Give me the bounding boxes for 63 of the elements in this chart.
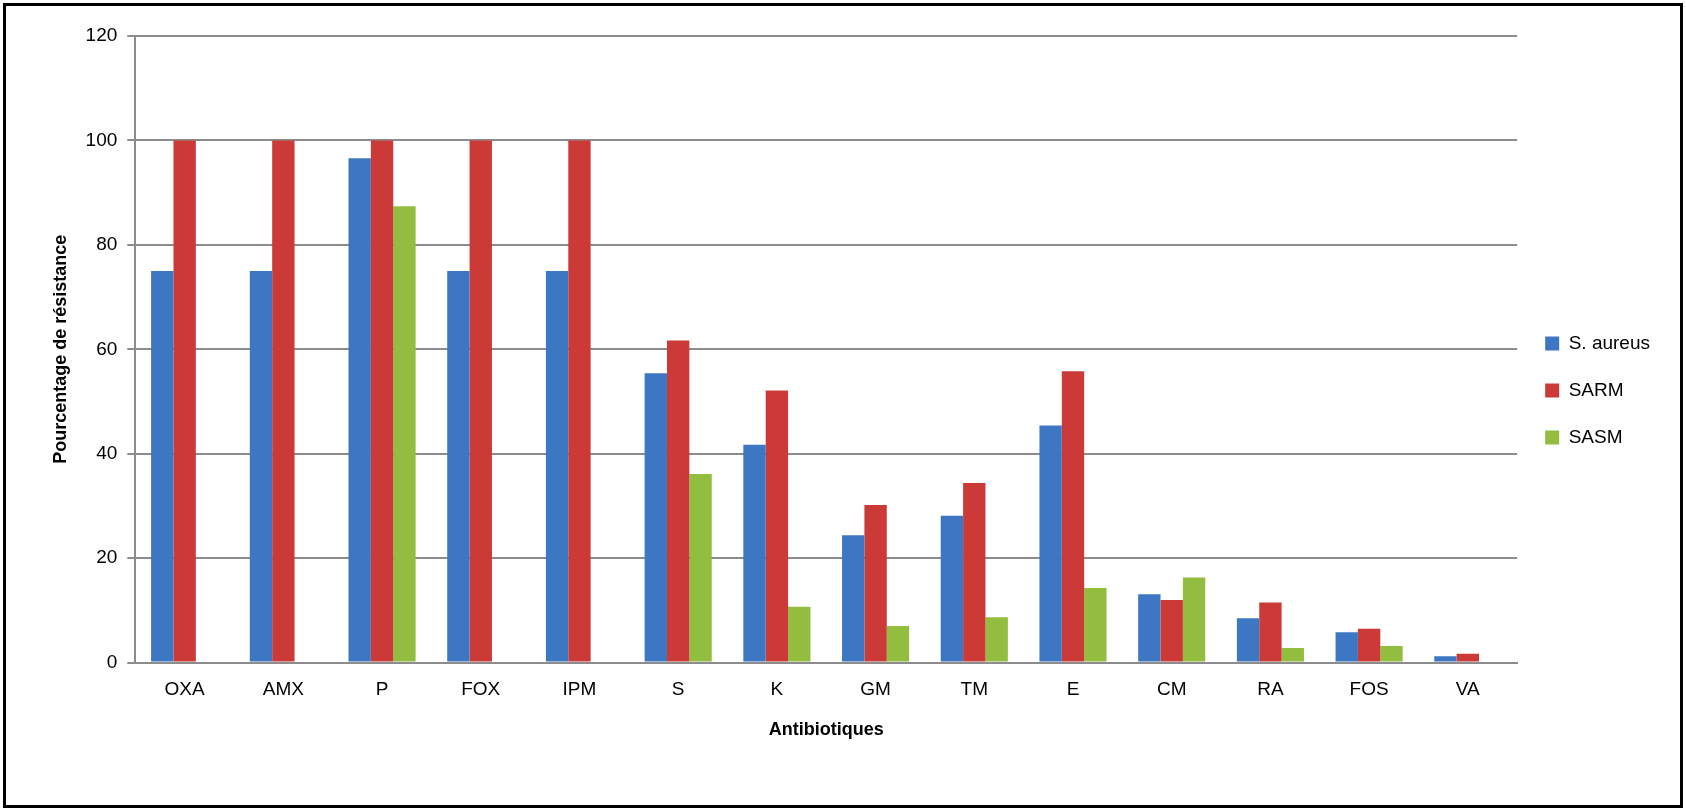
bar	[1138, 594, 1161, 662]
bar	[1434, 656, 1457, 662]
x-tick-label: IPM	[562, 678, 597, 700]
x-tick-label: RA	[1257, 678, 1284, 700]
bar	[1335, 632, 1358, 662]
x-tick-label: P	[375, 678, 389, 700]
legend-label: SARM	[1568, 378, 1624, 400]
y-axis-title: Pourcentage de résistance	[49, 234, 70, 464]
bar	[985, 617, 1008, 662]
y-tick-label: 100	[85, 128, 118, 150]
bar	[1084, 587, 1107, 662]
bar	[864, 504, 887, 662]
x-tick-label: CM	[1156, 678, 1187, 700]
bar	[743, 444, 766, 662]
y-tick-label: 120	[85, 24, 118, 46]
bar	[886, 626, 910, 662]
x-tick-label: VA	[1455, 678, 1481, 700]
x-tick-label: GM	[860, 678, 891, 700]
bar	[173, 140, 196, 662]
x-tick-label: S	[671, 678, 685, 700]
bar	[272, 140, 295, 662]
bar	[568, 140, 591, 662]
bar	[151, 270, 174, 662]
bar	[1039, 425, 1062, 662]
bar	[788, 606, 811, 662]
legend-label: S. aureus	[1568, 331, 1650, 353]
bar	[963, 482, 986, 662]
y-tick-label: 80	[96, 233, 118, 255]
bar	[1380, 645, 1403, 662]
x-tick-label: TM	[960, 678, 989, 700]
x-tick-label: OXA	[164, 678, 206, 700]
bar	[1259, 602, 1282, 662]
bar	[842, 535, 865, 662]
bar	[469, 140, 492, 662]
y-tick-label: 20	[96, 546, 118, 568]
bar	[1456, 653, 1480, 662]
x-tick-label: FOS	[1349, 678, 1389, 700]
bar	[447, 270, 470, 662]
y-tick-label: 0	[106, 650, 118, 672]
bar	[1061, 371, 1085, 662]
bar	[689, 474, 712, 662]
bar	[1357, 628, 1381, 662]
bar	[1281, 647, 1304, 662]
x-tick-label: AMX	[262, 678, 305, 700]
bar	[348, 158, 371, 662]
x-tick-label: FOX	[461, 678, 501, 700]
bar	[666, 340, 690, 662]
legend-label: SASM	[1568, 425, 1623, 447]
bar	[765, 390, 789, 662]
y-tick-label: 60	[96, 337, 118, 359]
bar	[1236, 618, 1260, 662]
bar	[545, 270, 569, 662]
bar	[1160, 599, 1183, 662]
x-axis-title: Antibiotiques	[768, 719, 884, 740]
x-tick-label: E	[1066, 678, 1080, 700]
bar	[370, 140, 394, 662]
bar	[644, 373, 667, 662]
bar	[1182, 577, 1206, 662]
bar	[940, 515, 964, 662]
bar	[393, 206, 416, 662]
bar	[249, 270, 273, 662]
x-tick-label: K	[770, 678, 784, 700]
y-tick-label: 40	[96, 441, 118, 463]
